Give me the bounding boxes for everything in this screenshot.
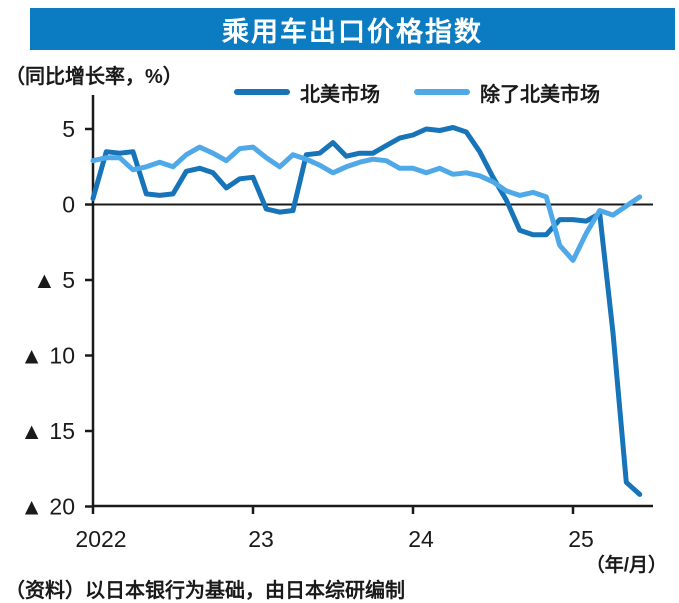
chart-title: 乘用车出口价格指数: [222, 16, 483, 47]
source-note: （资料）以日本银行为基础，由日本综研编制: [5, 580, 405, 602]
legend: 北美市场 除了北美市场: [234, 78, 600, 107]
line-swatch-icon: [414, 89, 470, 95]
svg-text:2022: 2022: [75, 526, 126, 552]
svg-text:5: 5: [62, 116, 75, 142]
svg-text:24: 24: [408, 526, 434, 552]
y-axis-note: （同比增长率，%）: [5, 66, 183, 88]
svg-text:▲ 5: ▲ 5: [33, 267, 75, 293]
legend-item-ex-north-america: 除了北美市场: [414, 78, 600, 107]
legend-label: 除了北美市场: [480, 83, 600, 106]
svg-text:▲ 15: ▲ 15: [20, 418, 75, 444]
line-swatch-icon: [234, 89, 290, 95]
svg-text:0: 0: [62, 192, 75, 218]
legend-item-north-america: 北美市场: [234, 78, 380, 107]
legend-label: 北美市场: [300, 83, 380, 106]
x-axis-note: （年/月）: [585, 555, 667, 576]
svg-text:▲ 10: ▲ 10: [20, 343, 75, 369]
svg-text:▲ 20: ▲ 20: [20, 494, 75, 520]
svg-text:25: 25: [568, 526, 594, 552]
chart-title-banner: 乘用车出口价格指数: [30, 8, 675, 50]
svg-text:23: 23: [248, 526, 274, 552]
